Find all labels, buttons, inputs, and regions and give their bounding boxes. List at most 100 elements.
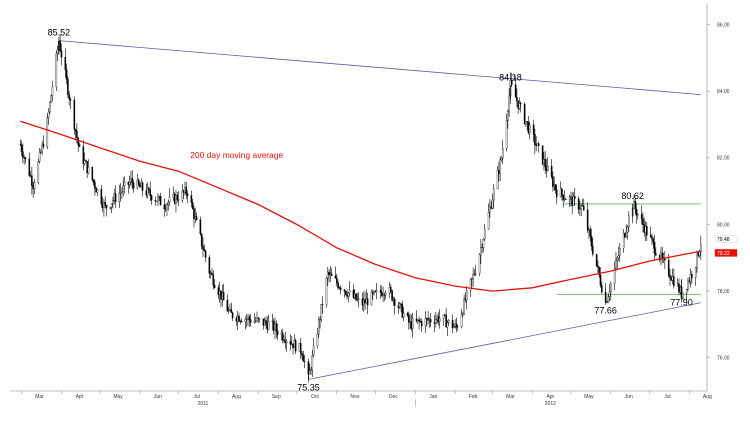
price-body <box>155 200 156 201</box>
x-tick-label: Sep <box>272 394 281 400</box>
price-body <box>201 234 202 246</box>
price-body <box>106 205 107 208</box>
trough-label: 77.66 <box>594 305 617 315</box>
price-body <box>421 321 422 326</box>
price-body <box>204 249 205 251</box>
price-body <box>151 196 152 201</box>
price-body <box>448 320 449 323</box>
x-tick-label: Apr <box>76 394 84 400</box>
price-body <box>200 220 201 234</box>
price-body <box>439 318 440 322</box>
price-body <box>358 299 359 300</box>
price-body <box>309 370 310 374</box>
price-body <box>236 318 237 321</box>
price-body <box>231 309 232 312</box>
price-body <box>677 284 678 286</box>
x-tick-label: Jun <box>625 394 633 400</box>
price-body <box>195 216 196 218</box>
price-body <box>500 160 501 174</box>
price-body <box>213 275 214 285</box>
price-body <box>479 255 480 273</box>
price-body <box>87 162 88 174</box>
trendline-upper <box>59 41 701 95</box>
price-body <box>319 319 320 320</box>
x-tick-label: Feb <box>469 394 478 400</box>
price-body <box>380 290 381 292</box>
price-body <box>428 318 429 320</box>
x-tick-label: May <box>113 394 123 400</box>
price-body <box>237 316 238 321</box>
price-body <box>410 321 411 322</box>
price-body <box>407 313 408 315</box>
price-body <box>669 275 670 278</box>
price-body <box>187 194 188 196</box>
price-body <box>556 190 557 197</box>
price-body <box>529 125 530 133</box>
price-body <box>515 85 516 98</box>
price-body <box>303 355 304 361</box>
price-body <box>182 191 183 201</box>
price-body <box>519 103 520 108</box>
price-body <box>183 191 184 193</box>
price-body <box>129 182 130 185</box>
price-body <box>264 320 265 325</box>
trendline-lower <box>308 303 700 380</box>
price-body <box>572 197 573 206</box>
price-body <box>581 205 582 208</box>
x-tick-label: Mar <box>35 394 44 400</box>
price-body <box>687 281 688 289</box>
price-body <box>516 97 517 101</box>
price-body <box>462 313 463 314</box>
price-body <box>93 180 94 183</box>
x-tick-label: Jul <box>193 394 199 400</box>
price-body <box>573 196 574 205</box>
price-body <box>524 104 525 123</box>
price-body <box>434 322 435 323</box>
price-body <box>555 185 556 190</box>
price-body <box>480 247 481 255</box>
price-body <box>186 187 187 194</box>
price-body <box>493 189 494 200</box>
price-body <box>475 273 476 274</box>
price-body <box>119 193 120 201</box>
moving-average-label: 200 day moving average <box>190 150 283 160</box>
price-body <box>592 246 593 254</box>
price-body <box>537 144 538 146</box>
price-body <box>542 146 543 164</box>
price-body <box>372 292 373 293</box>
trough-label: 77.90 <box>670 297 693 307</box>
price-body <box>635 201 636 209</box>
x-tick-label: May <box>584 394 594 400</box>
price-body <box>205 251 206 257</box>
price-body <box>626 232 627 236</box>
price-body <box>294 340 295 348</box>
price-body <box>256 318 257 321</box>
last-value-label: 79.48 <box>717 237 730 243</box>
price-body <box>662 253 663 258</box>
price-body <box>128 182 129 184</box>
price-body <box>425 318 426 325</box>
price-body <box>267 323 268 329</box>
price-body <box>608 297 609 303</box>
price-body <box>177 195 178 199</box>
price-body <box>83 147 84 164</box>
price-body <box>111 203 112 207</box>
price-body <box>473 274 474 278</box>
price-body <box>132 178 133 182</box>
price-body <box>498 170 499 173</box>
x-tick-label: Dec <box>389 394 398 400</box>
price-body <box>637 214 638 215</box>
price-body <box>139 185 140 188</box>
x-tick-label: Aug <box>703 394 712 400</box>
price-body <box>484 229 485 239</box>
price-body <box>641 214 642 218</box>
price-body <box>689 281 690 282</box>
price-body <box>367 299 368 305</box>
price-body <box>146 191 147 196</box>
price-body <box>419 320 420 322</box>
price-body <box>313 346 314 355</box>
price-body <box>600 275 601 285</box>
price-body <box>528 122 529 132</box>
price-body <box>464 299 465 314</box>
